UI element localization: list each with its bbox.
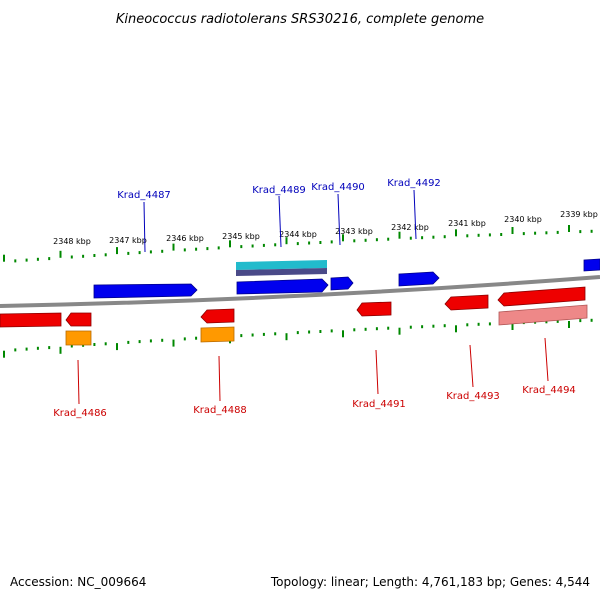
label-leader [218, 355, 221, 402]
label-leader [337, 193, 341, 246]
map-title: Kineococcus radiotolerans SRS30216, comp… [116, 12, 484, 27]
top-tick-track [3, 225, 593, 263]
gene-label-krad-4488[interactable]: Krad_4488 [193, 405, 247, 416]
gene-arrow-edge-right[interactable] [583, 258, 600, 272]
genome-summary-text: Topology: linear; Length: 4,761,183 bp; … [270, 575, 590, 589]
scale-label: 2347 kbp [109, 236, 147, 245]
label-leader [143, 201, 146, 253]
gene-arrow-krad-4489[interactable] [236, 278, 329, 295]
label-leader [413, 189, 417, 240]
scale-label: 2343 kbp [335, 227, 373, 236]
label-leader [77, 359, 80, 405]
orange-feature-krad-4488[interactable] [200, 326, 235, 343]
accession-text: Accession: NC_009664 [10, 575, 146, 589]
gene-arrow-krad-4488[interactable] [200, 308, 235, 324]
pink-feature-krad-4494[interactable] [498, 304, 588, 326]
label-leader [544, 337, 549, 382]
genome-backbone [0, 275, 600, 308]
gene-label-krad-4491[interactable]: Krad_4491 [352, 399, 406, 410]
navy-feature-krad-4489[interactable] [236, 268, 327, 276]
scale-label: 2341 kbp [448, 219, 486, 228]
gene-arrow-krad-4492[interactable] [398, 271, 440, 287]
gene-arrow-krad-4491[interactable] [356, 301, 392, 317]
gene-arrow-krad-4486[interactable] [65, 312, 92, 327]
gene-label-krad-4492[interactable]: Krad_4492 [387, 178, 441, 189]
scale-label: 2348 kbp [53, 237, 91, 246]
gene-label-krad-4493[interactable]: Krad_4493 [446, 391, 500, 402]
label-leader [375, 349, 379, 395]
label-leader [278, 195, 282, 248]
gene-label-krad-4489[interactable]: Krad_4489 [252, 185, 306, 196]
cyan-feature-krad-4489[interactable] [236, 260, 327, 270]
gene-arrow-krad-4494[interactable] [497, 286, 586, 307]
scale-label: 2345 kbp [222, 232, 260, 241]
scale-label: 2346 kbp [166, 234, 204, 243]
scale-label: 2342 kbp [391, 223, 429, 232]
scale-label: 2344 kbp [279, 230, 317, 239]
gene-arrow-krad-4490[interactable] [330, 276, 354, 291]
gene-arrow-krad-4493[interactable] [444, 294, 489, 311]
scale-label: 2339 kbp [560, 210, 598, 219]
gene-label-krad-4494[interactable]: Krad_4494 [522, 385, 576, 396]
gene-label-krad-4490[interactable]: Krad_4490 [311, 182, 365, 193]
gene-label-krad-4487[interactable]: Krad_4487 [117, 190, 171, 201]
scale-label: 2340 kbp [504, 215, 542, 224]
reverse-strand-track [0, 286, 588, 346]
gene-arrow-krad-4487[interactable] [93, 283, 198, 299]
forward-strand-track [93, 258, 600, 299]
orange-feature-krad-4486[interactable] [65, 330, 92, 346]
gene-label-krad-4486[interactable]: Krad_4486 [53, 408, 107, 419]
gene-arrow-edge-left[interactable] [0, 312, 62, 328]
label-leader [469, 344, 474, 388]
